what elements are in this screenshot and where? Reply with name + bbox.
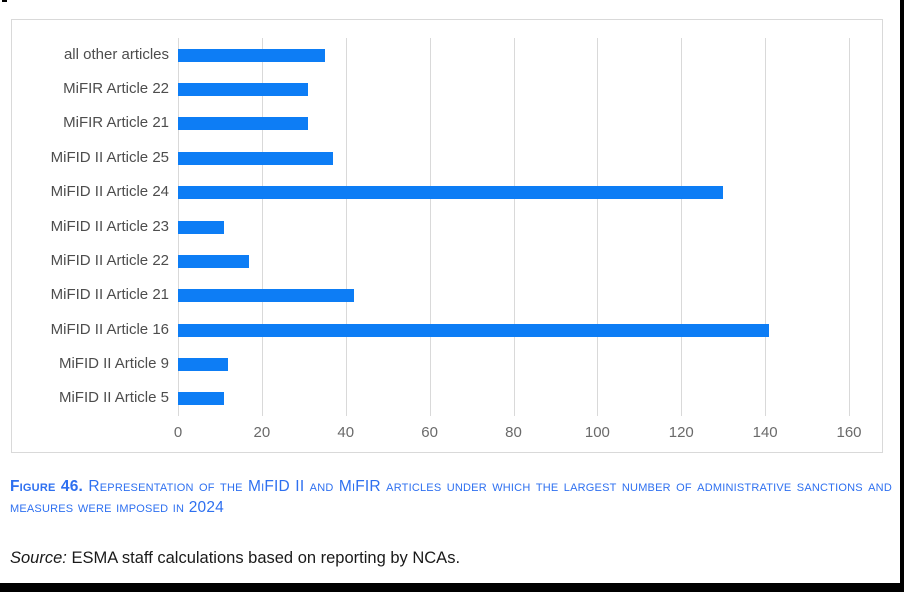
category-label: MiFID II Article 25 [50,148,169,166]
bar [178,220,225,234]
source-text: ESMA staff calculations based on reporti… [66,549,461,567]
x-tick-label: 160 [836,424,862,441]
category-label: MiFID II Article 22 [50,251,169,269]
bar [178,83,308,97]
page-right-border [900,0,904,592]
x-tick-label: 140 [752,424,778,441]
x-tick-label: 100 [584,424,610,441]
x-tick-label: 80 [505,424,522,441]
gridline-x-140 [765,38,767,416]
x-tick-label: 40 [337,424,355,441]
page-border-artifact [2,0,7,2]
figure-title: Representation of the MiFID II and MiFIR… [10,478,892,517]
category-label: MiFIR Article 21 [63,114,169,132]
bar [178,186,724,200]
source-note: Source: ESMA staff calculations based on… [10,549,892,568]
gridline-x-20 [261,38,263,416]
bar [178,289,355,303]
figure-number: Figure 46. [10,478,84,495]
x-tick-label: 120 [668,424,694,441]
category-label: MiFID II Article 24 [50,183,169,201]
gridline-x-60 [429,38,431,416]
bar [178,392,225,406]
gridline-x-120 [681,38,683,416]
x-tick-label: 20 [253,424,271,441]
category-label: MiFID II Article 5 [58,389,169,407]
gridline-x-40 [345,38,347,416]
bar-chart: all other articles MiFIR Article 22 MiFIR … [11,19,883,453]
bar [178,151,334,165]
category-label: MiFID II Article 23 [50,217,169,235]
figure-caption: Figure 46. Representation of the MiFID I… [10,476,892,519]
bar [178,254,250,268]
category-label: all other articles [63,45,169,63]
bar [178,323,770,337]
bar [178,357,229,371]
category-label: MiFID II Article 9 [58,354,169,372]
page-bottom-border [0,583,904,592]
category-label: MiFID II Article 21 [50,286,169,304]
category-label: MiFIR Article 22 [63,80,169,98]
gridline-x-80 [513,38,515,416]
category-label: MiFID II Article 16 [50,320,169,338]
x-tick-label: 0 [173,424,183,441]
x-tick-label: 60 [421,424,438,441]
bar [178,48,325,62]
gridline-x-100 [597,38,599,416]
gridline-x-160 [849,38,850,416]
source-label: Source: [10,549,67,567]
bar [178,117,308,131]
